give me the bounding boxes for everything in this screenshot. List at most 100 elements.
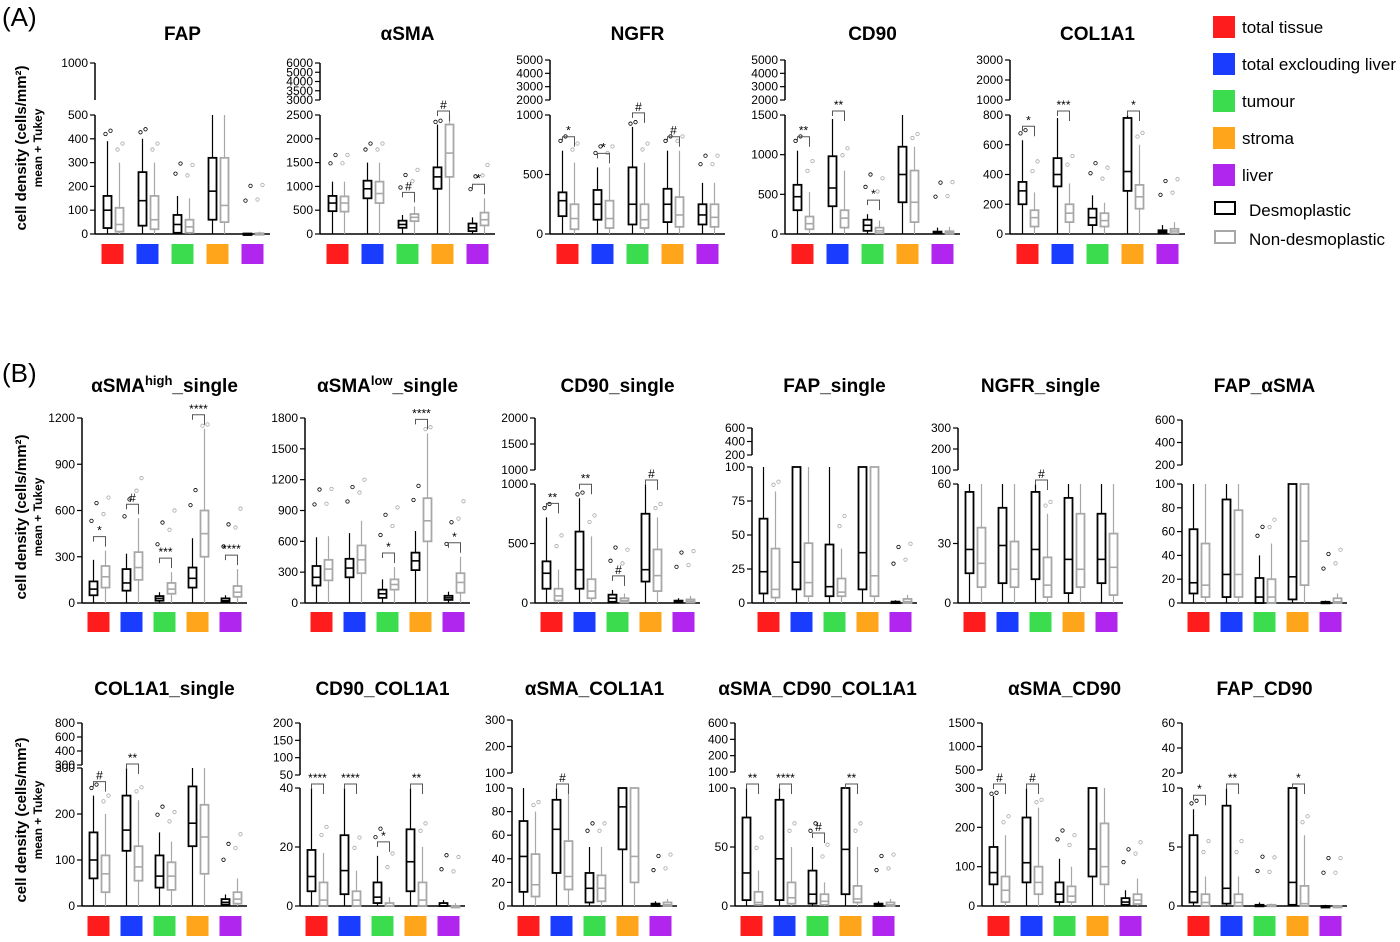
outlier-point [378,532,383,538]
outlier-point [880,176,885,181]
outlier-point [1305,814,1310,819]
outlier-point [390,851,395,856]
significance-bracket [192,414,205,425]
y-tick-label: 100 [725,460,745,474]
outlier-point [1048,499,1053,504]
box [786,881,797,905]
outlier-point [461,499,466,504]
legend-item-label: total exclouding liver [1242,55,1396,74]
box [133,551,144,581]
y-tick-label: 75 [732,494,746,508]
box [617,787,628,851]
chart-title: αSMA_CD90 [1008,679,1121,700]
outlier-point [592,513,597,518]
y-tick-label: 3000 [751,80,778,94]
y-tick-label: 200 [1155,458,1175,472]
y-tick-label: 60 [1162,525,1176,539]
outlier-point [1135,134,1140,139]
y-tick-label: 1000 [501,463,528,477]
outlier-point [585,828,590,833]
category-swatch [1086,244,1109,264]
outlier-point [155,812,160,817]
box [207,156,218,221]
outlier-point [633,120,638,125]
category-swatch [661,244,684,264]
chart-panel: αSMA_CD90 0 100 200 300 500 1000 1500 # # [948,679,1147,936]
category-swatch [823,612,846,632]
category-swatch [437,916,460,936]
y-tick-label: 0 [68,596,75,610]
category-swatch [1020,916,1043,936]
box [909,169,920,224]
category-swatch [136,244,159,264]
outlier-point [173,171,178,176]
outlier-point [710,162,715,167]
y-tick-label: 600 [725,421,745,435]
y-tick-label: 20 [1162,766,1176,780]
category-swatch [153,612,176,632]
outlier-point [380,141,385,146]
significance-bracket [1035,479,1048,490]
category-swatch [639,612,662,632]
outlier-point [1267,525,1272,530]
y-tick-label: 2000 [976,73,1003,87]
box [741,816,752,901]
box [187,785,198,848]
y-tick-label: 1000 [286,179,313,193]
outlier-point [608,558,613,563]
y-tick-label: 80 [1162,501,1176,515]
significance-bracket [311,783,324,794]
chart-title: NGFR [611,24,665,45]
outlier-point [663,138,668,143]
outlier-point [312,502,317,507]
y-axis-sublabel: mean + Tukey [31,108,45,187]
outlier-point [1333,561,1338,566]
y-tick-label: 10 [1162,781,1176,795]
box [824,543,835,598]
y-tick-label: 400 [983,168,1003,182]
outlier-point [167,819,172,824]
category-swatch [740,916,763,936]
category-swatch [1187,612,1210,632]
outlier-point [378,826,383,831]
y-tick-label: 100 [931,463,951,477]
legend-swatch [1213,164,1235,186]
outlier-point [1030,168,1035,174]
category-swatch [790,612,813,632]
y-tick-label: 200 [708,749,728,763]
box [1054,881,1065,903]
box [541,560,552,590]
outlier-point [691,549,696,554]
y-tick-label: 0 [1168,899,1175,913]
significance-label: ** [834,98,844,112]
chart-title-main: FAP [164,24,201,45]
box [232,891,243,905]
outlier-point [891,852,896,857]
outlier-point [390,523,395,529]
y-tick-label: 1500 [271,442,298,456]
y-tick-label: 30 [938,537,952,551]
y-tick-label: 20 [280,840,294,854]
box [1099,822,1110,886]
significance-bracket [867,199,880,211]
outlier-point [1260,854,1265,859]
outlier-point [858,821,863,826]
outlier-point [587,519,592,525]
chart-title-main: COL1A1 [1060,24,1135,45]
outlier-point [1272,855,1277,860]
chart-panel: αSMAlow_single0300600900120015001800****… [271,373,470,632]
box [840,787,851,896]
outlier-point [172,508,177,513]
outlier-point [317,487,322,492]
outlier-point [248,183,253,188]
outlier-point [813,821,818,826]
box [553,587,564,602]
category-swatch [757,612,780,632]
y-tick-label: 2000 [501,411,528,425]
box [1063,496,1074,594]
box [827,155,838,208]
outlier-point [428,425,433,430]
significance-bracket [812,832,825,843]
y-tick-label: 0 [721,899,728,913]
